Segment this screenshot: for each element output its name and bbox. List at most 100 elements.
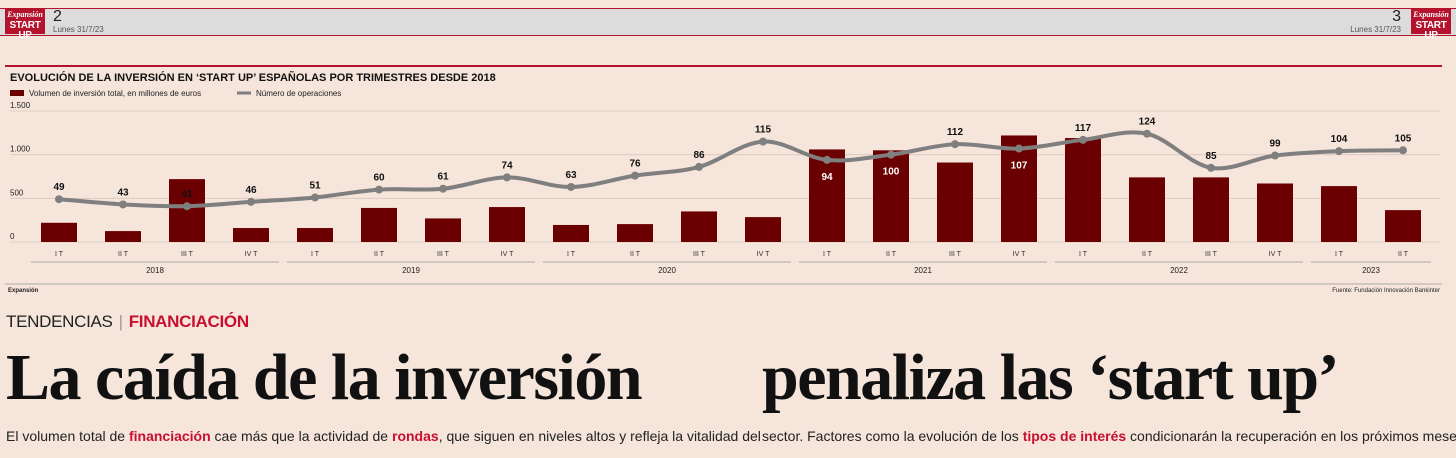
point (375, 185, 383, 194)
group-label: 2022 (1170, 266, 1188, 275)
y-tick-label: 500 (10, 188, 24, 197)
source-brand: Expansión (8, 288, 39, 294)
legend-label: Número de operaciones (256, 89, 341, 98)
bar (553, 224, 589, 242)
bar (873, 150, 909, 242)
logo: Expansión START UP (5, 9, 45, 41)
logo: Expansión START UP (1411, 9, 1451, 41)
point (439, 184, 447, 193)
point (1079, 135, 1087, 144)
text: cae más que la actividad de (210, 428, 392, 444)
point (1015, 144, 1023, 153)
x-tick-label: IV T (501, 251, 514, 258)
bar (1193, 177, 1229, 242)
bar (617, 224, 653, 242)
x-tick-label: III T (437, 251, 450, 258)
text: El volumen total de (6, 428, 129, 444)
x-tick-label: II T (630, 251, 641, 258)
date: Lunes 31/7/23 (53, 25, 104, 34)
point (1207, 163, 1215, 172)
bar (41, 222, 77, 242)
x-tick-label: II T (118, 251, 129, 258)
legend-label: Volumen de inversión total, en millones … (29, 89, 201, 98)
body-text: sector. Factores como la evolución de lo… (762, 428, 1456, 444)
point (1335, 147, 1343, 156)
value-label: 124 (1139, 117, 1156, 128)
x-tick-label: IV T (245, 251, 258, 258)
bar (1065, 138, 1101, 242)
bar (169, 179, 205, 242)
y-tick-label: 1.500 (10, 101, 31, 110)
text: sector. Factores como la evolución de lo… (762, 428, 1023, 444)
x-tick-label: I T (1335, 251, 1344, 258)
value-label: 115 (755, 125, 772, 136)
bar (489, 207, 525, 242)
headline: penaliza las ‘start up’ (762, 341, 1340, 414)
value-label: 94 (821, 172, 833, 183)
bar (1257, 183, 1293, 242)
bar (809, 149, 845, 242)
text: condicionarán la recuperación en los pró… (1126, 428, 1456, 444)
x-tick-label: II T (374, 251, 385, 258)
y-tick-label: 0 (10, 232, 15, 241)
point (503, 173, 511, 182)
point (119, 200, 127, 209)
point (311, 193, 319, 202)
divider: | (118, 312, 123, 331)
point (695, 162, 703, 171)
value-label: 104 (1331, 134, 1348, 145)
value-label: 117 (1075, 123, 1092, 134)
x-tick-label: I T (311, 251, 320, 258)
point (1399, 146, 1407, 155)
point (55, 195, 63, 204)
value-label: 61 (437, 172, 449, 183)
bar (425, 218, 461, 242)
y-tick-label: 1.000 (10, 145, 31, 154)
point (567, 182, 575, 191)
brand: Expansión (7, 10, 43, 19)
point (183, 202, 191, 211)
point (1143, 129, 1151, 138)
page-number: 2 (53, 8, 62, 25)
value-label: 74 (501, 160, 513, 171)
group-label: 2019 (402, 266, 420, 275)
value-label: 85 (1205, 151, 1217, 162)
bar (297, 228, 333, 242)
value-label: 105 (1395, 133, 1412, 144)
chart: EVOLUCIÓN DE LA INVERSIÓN EN ‘START UP’ … (5, 71, 1442, 294)
point (951, 140, 959, 149)
value-label: 60 (373, 173, 385, 184)
text: , que siguen en niveles altos y refleja … (438, 428, 761, 444)
value-label: 41 (181, 189, 193, 200)
value-label: 76 (629, 159, 641, 170)
group-label: 2018 (146, 266, 164, 275)
group-label: 2023 (1362, 266, 1380, 275)
value-label: 51 (309, 180, 321, 191)
x-tick-label: III T (693, 251, 706, 258)
x-tick-label: III T (181, 251, 194, 258)
x-tick-label: II T (886, 251, 897, 258)
point (247, 197, 255, 206)
bar (1321, 186, 1357, 242)
value-label: 100 (883, 167, 900, 178)
x-tick-label: II T (1142, 251, 1153, 258)
date: Lunes 31/7/23 (1350, 25, 1401, 34)
bar (681, 211, 717, 242)
bar (1001, 135, 1037, 242)
value-label: 86 (693, 150, 705, 161)
headline: La caída de la inversión (6, 341, 643, 414)
bar (1129, 177, 1165, 242)
emphasis: tipos de interés (1022, 428, 1127, 444)
x-tick-label: I T (567, 251, 576, 258)
value-label: 63 (565, 170, 577, 181)
point (887, 150, 895, 159)
point (1271, 151, 1279, 160)
section-tag: START UP (1415, 20, 1447, 41)
value-label: 107 (1011, 161, 1028, 172)
line (57, 130, 1405, 209)
bar (233, 228, 269, 242)
body-text: El volumen total de financiación cae más… (6, 428, 761, 444)
emphasis: rondas (392, 428, 439, 444)
group-label: 2020 (658, 266, 676, 275)
